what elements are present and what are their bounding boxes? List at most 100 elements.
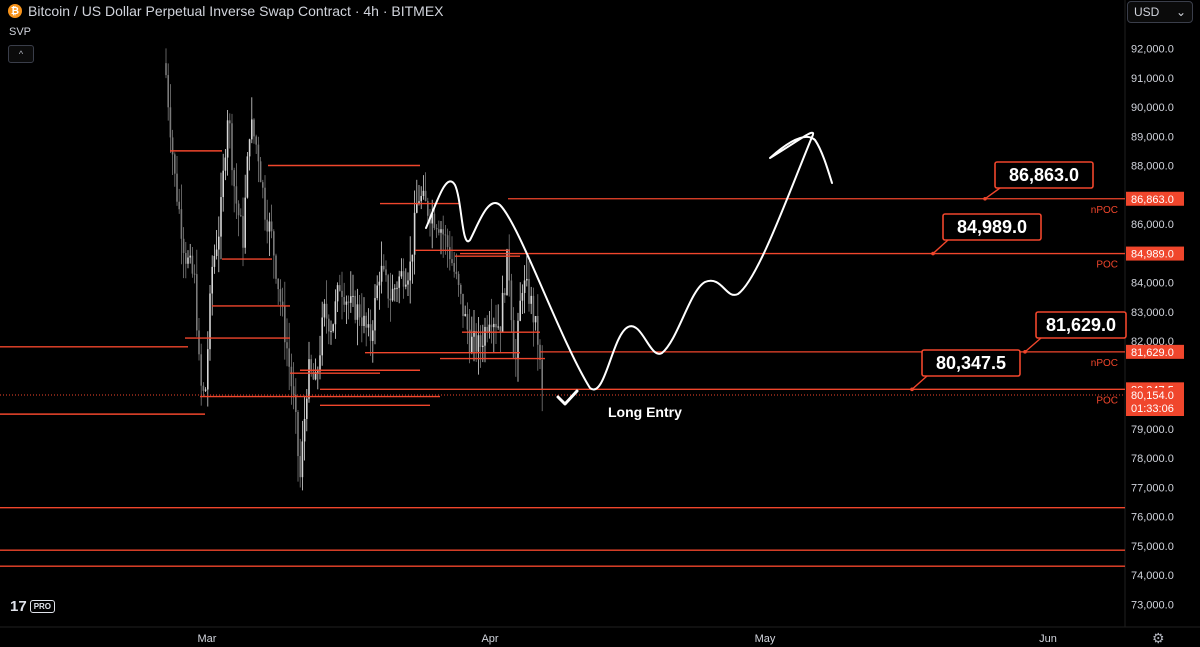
- candle-body: [178, 201, 180, 210]
- candle-body: [389, 298, 392, 301]
- callout-leader: [1024, 337, 1042, 353]
- candle-body: [482, 345, 484, 348]
- candle-body: [479, 335, 482, 348]
- candle-body: [277, 278, 279, 290]
- candle-body: [372, 330, 374, 341]
- candle-body: [167, 75, 169, 108]
- candle-body: [526, 278, 528, 281]
- candle-body: [484, 326, 486, 346]
- axis-price-tag: [1126, 246, 1184, 261]
- candle-body: [237, 203, 240, 216]
- callout-box: [994, 161, 1094, 189]
- chart-header: ₿ Bitcoin / US Dollar Perpetual Inverse …: [8, 3, 444, 19]
- candle-body: [262, 182, 264, 188]
- candle-body: [378, 281, 381, 286]
- candle-body: [279, 289, 282, 302]
- candle-body: [499, 326, 502, 333]
- candle-body: [493, 323, 495, 328]
- candle-body: [185, 252, 187, 264]
- y-tick-label: 84,000.0: [1131, 278, 1174, 290]
- candle-body: [207, 349, 209, 390]
- candle-body: [455, 271, 458, 274]
- candle-body: [541, 359, 543, 390]
- axis-price-tag-text: 81,629.0: [1131, 347, 1174, 359]
- candle-body: [286, 342, 288, 349]
- candle-body: [400, 271, 403, 277]
- callout-text: 86,863.0: [1009, 165, 1079, 185]
- candle-body: [457, 273, 460, 285]
- long-entry-label: Long Entry: [608, 404, 682, 420]
- callout-anchor: [1023, 350, 1027, 354]
- candle-body: [523, 280, 526, 293]
- last-price-text: 80,154.0: [1131, 390, 1174, 402]
- candle-body: [343, 296, 345, 305]
- candle-body: [444, 234, 447, 236]
- candle-body: [332, 324, 334, 332]
- y-tick-label: 79,000.0: [1131, 424, 1174, 436]
- bitcoin-icon: ₿: [8, 4, 22, 18]
- candle-body: [347, 301, 350, 303]
- poc-tag: nPOC: [1091, 205, 1118, 216]
- candle-body: [319, 355, 321, 372]
- candle-body: [363, 315, 365, 326]
- y-tick-label: 78,000.0: [1131, 453, 1174, 465]
- y-tick-label: 73,000.0: [1131, 599, 1174, 611]
- candle-body: [246, 156, 249, 198]
- candle-body: [251, 119, 253, 140]
- candle-body: [361, 317, 363, 326]
- candle-body: [198, 330, 200, 355]
- callout-leader: [932, 239, 949, 255]
- candle-body: [303, 418, 306, 442]
- poc-tag: POC: [1096, 260, 1118, 271]
- candle-body: [187, 257, 189, 264]
- candle-body: [438, 229, 440, 233]
- candle-body: [473, 331, 475, 337]
- candle-body: [334, 301, 337, 325]
- candle-body: [310, 359, 312, 372]
- candle-body: [180, 209, 183, 239]
- candle-body: [350, 296, 352, 303]
- candle-body: [411, 254, 414, 262]
- gear-icon[interactable]: ⚙: [1152, 630, 1165, 646]
- candle-body: [433, 213, 436, 228]
- candle-body: [288, 348, 290, 367]
- candle-body: [182, 238, 185, 253]
- candle-body: [275, 255, 277, 279]
- collapse-indicators-button[interactable]: ^: [8, 45, 34, 63]
- candle-body: [352, 295, 354, 297]
- candle-body: [209, 293, 211, 350]
- candle-body: [365, 315, 367, 328]
- axis-price-tag: [1126, 191, 1184, 206]
- candle-body: [402, 271, 405, 287]
- candle-body: [200, 354, 202, 386]
- candle-body: [222, 170, 224, 198]
- indicator-label[interactable]: SVP: [9, 26, 32, 38]
- candle-body: [312, 371, 315, 380]
- callout-anchor: [983, 196, 987, 201]
- callout-anchor: [931, 251, 935, 256]
- candle-body: [446, 235, 449, 248]
- axis-price-tag-text: 84,989.0: [1131, 249, 1174, 261]
- y-tick-label: 83,000.0: [1131, 307, 1174, 319]
- candle-body: [416, 203, 418, 213]
- candle-body: [189, 255, 191, 258]
- candle-body: [449, 247, 451, 260]
- y-tick-label: 74,000.0: [1131, 570, 1174, 582]
- candle-body: [191, 255, 194, 274]
- candle-body: [354, 295, 356, 320]
- candle-body: [299, 456, 301, 478]
- candle-body: [475, 331, 477, 352]
- candle-body: [328, 318, 330, 332]
- currency-select[interactable]: USD ⌄: [1127, 1, 1193, 23]
- tradingview-logo: 17 PRO: [10, 598, 56, 615]
- axis-price-tag: [1126, 344, 1184, 359]
- candle-body: [202, 385, 205, 391]
- candle-body: [301, 441, 304, 478]
- candle-body: [339, 285, 341, 291]
- candle-body: [471, 336, 473, 352]
- candle-body: [233, 170, 235, 187]
- candle-body: [460, 284, 462, 294]
- candle-body: [169, 107, 172, 138]
- candle-body: [235, 186, 238, 204]
